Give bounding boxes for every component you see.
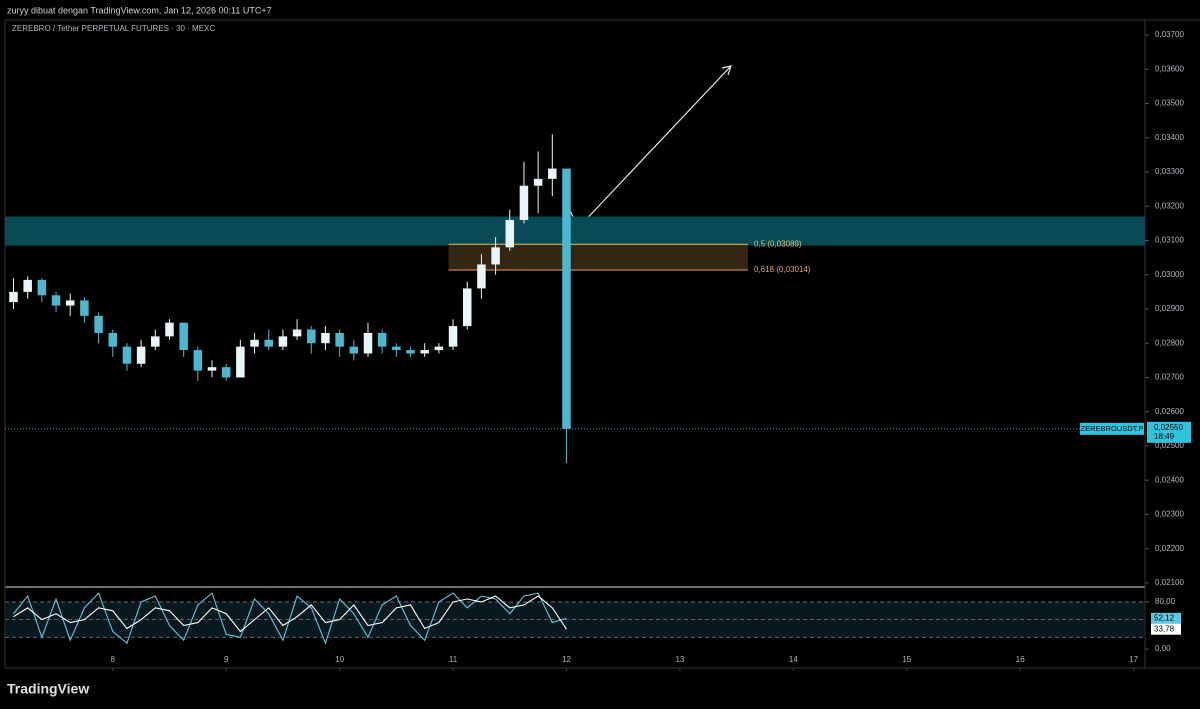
price-tag (1147, 421, 1191, 443)
candle-body (548, 168, 557, 179)
fib-label: 0,618 (0,03014) (754, 265, 811, 274)
candle-body (94, 315, 103, 333)
y-tick-label: 0,02600 (1155, 407, 1184, 416)
x-tick-label: 12 (562, 655, 571, 664)
y-tick-label: 0,03400 (1155, 133, 1184, 142)
y-tick-label: 0,02200 (1155, 544, 1184, 553)
last-price-label: 0,02550 (1154, 423, 1183, 432)
candle-body (462, 288, 472, 327)
x-tick-label: 8 (111, 655, 116, 664)
y-tick-label: 0,02100 (1155, 578, 1184, 587)
brand: TradingView (7, 681, 89, 697)
y-tick-label: 0,03200 (1155, 201, 1184, 210)
x-tick-label: 14 (789, 655, 798, 664)
candle-body (151, 336, 160, 347)
arrow-head (721, 65, 732, 76)
y-tick-label: 0,02300 (1155, 510, 1184, 519)
candle-body (292, 329, 302, 337)
y-tick-label: 80,00 (1155, 597, 1176, 606)
candle-body (321, 332, 330, 344)
x-tick-label: 13 (675, 655, 684, 664)
oscillator-line (13, 592, 567, 645)
y-tick-label: 0,03300 (1155, 167, 1184, 176)
candle-body (307, 329, 316, 344)
symbol-tag (1080, 422, 1144, 435)
candle-body (221, 367, 231, 378)
candle-body (193, 350, 203, 371)
countdown: 18:49 (1154, 432, 1175, 441)
candle-body (335, 332, 344, 347)
x-tick-label: 17 (1129, 655, 1138, 664)
candle-body (236, 346, 245, 378)
candle-body (477, 264, 486, 289)
supply-zone (5, 216, 1145, 246)
candle-body (519, 185, 529, 220)
y-tick-label: 0,02700 (1155, 373, 1184, 382)
value-tag (1151, 623, 1181, 635)
candle-body (448, 326, 458, 347)
candle-body (207, 367, 217, 371)
value-tag-label: 33,78 (1154, 624, 1175, 633)
fib-label: 0,5 (0,03089) (754, 239, 802, 248)
value-tag-label: 52,12 (1154, 613, 1175, 622)
candle-body (51, 295, 61, 306)
candle-body (505, 219, 515, 248)
y-tick-label: 0,00 (1155, 644, 1171, 653)
x-tick-label: 16 (1016, 655, 1025, 664)
x-tick-label: 15 (902, 655, 911, 664)
candle-body (165, 322, 174, 337)
candle-body (136, 346, 146, 364)
y-tick-label: 0,03500 (1155, 99, 1184, 108)
value-tag (1151, 612, 1181, 624)
candle-body (80, 300, 89, 316)
candle-body (108, 332, 118, 347)
candle-body (264, 339, 273, 347)
y-tick-label: 0,03000 (1155, 270, 1184, 279)
y-tick-label: 0,02400 (1155, 475, 1184, 484)
x-tick-label: 9 (224, 655, 229, 664)
y-tick-label: 0,03600 (1155, 64, 1184, 73)
x-tick-label: 10 (335, 655, 344, 664)
candle-body (65, 300, 75, 306)
candle-body (363, 332, 373, 354)
candle-body (420, 350, 429, 354)
candle-body (392, 346, 401, 351)
candle-body (377, 332, 387, 347)
x-tick-label: 11 (449, 655, 458, 664)
y-tick-label: 0,03700 (1155, 30, 1184, 39)
y-tick-label: 0,02800 (1155, 338, 1184, 347)
candle-body (250, 339, 259, 347)
candle-body (406, 350, 415, 354)
y-tick-label: 0,02900 (1155, 304, 1184, 313)
candle-body (491, 247, 500, 265)
candle-body (122, 346, 132, 364)
candle-body (37, 279, 47, 296)
candle-body (533, 178, 543, 186)
candle-body (9, 291, 18, 303)
chart-title: ZEREBRO / Tether PERPETUAL FUTURES · 30 … (12, 24, 215, 33)
candle-body (349, 346, 359, 354)
y-tick-label: 0,02500 (1155, 441, 1184, 450)
symbol-label: ZEREBROUSDT.P (1081, 424, 1144, 433)
candle-body (179, 322, 188, 351)
candle-body (278, 336, 288, 347)
y-tick-label: 0,03100 (1155, 236, 1184, 245)
candle-body (23, 279, 32, 292)
oscillator-line (13, 595, 567, 633)
candle-body (562, 168, 571, 429)
attribution: zuryy dibuat dengan TradingView.com, Jan… (7, 5, 272, 15)
candle-body (434, 346, 444, 351)
